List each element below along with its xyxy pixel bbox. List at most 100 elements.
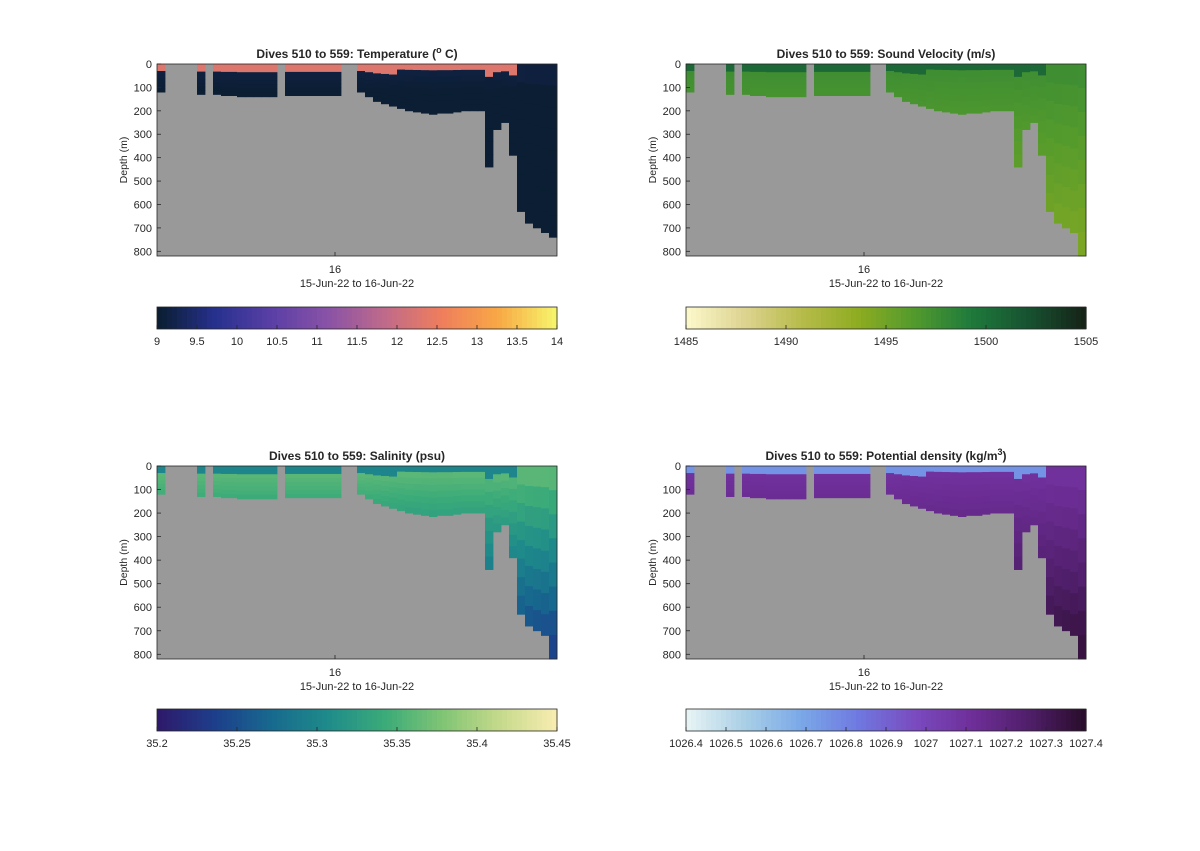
data-cell	[846, 79, 855, 85]
data-cell	[894, 68, 903, 73]
data-cell	[301, 71, 310, 77]
data-cell	[974, 509, 983, 516]
data-cell	[445, 466, 454, 473]
data-cell	[197, 64, 206, 69]
data-cell	[958, 497, 967, 505]
data-cell	[822, 485, 831, 491]
data-cell	[509, 488, 518, 501]
y-tick-label: 100	[663, 485, 681, 497]
colorbar-segment	[497, 709, 503, 731]
data-cell	[742, 488, 751, 494]
data-cell	[766, 486, 775, 492]
data-cell	[485, 128, 494, 142]
data-cell	[405, 75, 414, 82]
data-cell	[982, 466, 991, 473]
data-cell	[493, 515, 502, 525]
data-cell	[958, 70, 967, 77]
data-cell	[910, 64, 919, 70]
data-cell	[830, 64, 839, 69]
data-cell	[445, 76, 454, 83]
data-cell	[245, 84, 254, 89]
colorbar-segment	[417, 307, 423, 329]
data-cell	[293, 83, 302, 89]
data-cell	[437, 472, 446, 479]
data-cell	[477, 477, 486, 485]
data-cell	[253, 80, 262, 85]
data-cell	[926, 488, 935, 495]
data-cell	[261, 88, 270, 94]
data-cell	[381, 78, 390, 85]
colorbar-tick-label: 11	[311, 336, 322, 348]
data-cell	[517, 82, 526, 102]
data-cell	[1046, 540, 1055, 560]
data-cell	[493, 490, 502, 500]
data-cell	[325, 87, 334, 93]
data-cell	[846, 75, 855, 81]
colorbar-segment	[512, 307, 518, 329]
colorbar-segment	[272, 307, 278, 329]
data-cell	[814, 87, 823, 93]
data-cell	[373, 494, 382, 500]
data-cell	[1070, 169, 1079, 191]
data-cell	[982, 100, 991, 107]
data-cell	[742, 79, 751, 84]
data-cell	[934, 75, 943, 82]
data-cell	[229, 493, 238, 499]
data-cell	[686, 490, 695, 495]
data-cell	[998, 477, 1007, 485]
colorbar: 1485 1490 1495 1500 1505	[674, 306, 1098, 348]
data-cell	[1062, 84, 1071, 106]
data-cell	[469, 64, 478, 71]
data-cell	[381, 486, 390, 492]
colorbar-segment	[761, 307, 767, 329]
data-cell	[1046, 64, 1055, 83]
data-cell	[798, 486, 807, 492]
data-cell	[822, 87, 831, 93]
data-cell	[910, 98, 919, 105]
data-cell	[229, 477, 238, 483]
data-cell	[990, 489, 999, 496]
data-cell	[221, 469, 230, 475]
data-cell	[405, 93, 414, 100]
data-cell	[990, 81, 999, 88]
data-cell	[1078, 466, 1087, 491]
colorbar-segment	[312, 307, 318, 329]
data-cell	[245, 478, 254, 483]
data-cell	[485, 466, 494, 480]
title-superscript: o	[436, 45, 442, 55]
data-cell	[445, 107, 454, 114]
data-cell	[421, 466, 430, 473]
colorbar-segment	[876, 709, 882, 731]
data-cell	[373, 73, 382, 79]
data-cell	[525, 586, 534, 607]
data-cell	[726, 83, 735, 88]
data-cell	[549, 514, 558, 539]
data-cell	[950, 466, 959, 473]
y-tick-label: 0	[675, 59, 681, 71]
data-cell	[357, 487, 366, 492]
data-cell	[1014, 504, 1023, 519]
data-cell	[798, 84, 807, 89]
data-cell	[798, 466, 807, 471]
data-cell	[886, 490, 895, 495]
data-cell	[1022, 474, 1031, 483]
axes-box	[685, 465, 1087, 660]
data-cell	[237, 92, 246, 98]
data-cell	[966, 484, 975, 492]
data-cell	[541, 106, 550, 128]
data-cell	[221, 87, 230, 93]
colorbar-segment	[716, 307, 722, 329]
data-cell	[325, 75, 334, 81]
data-cell	[822, 469, 831, 475]
data-cell	[365, 494, 374, 500]
data-cell	[157, 469, 166, 474]
colorbar-segment	[252, 709, 258, 731]
data-cell	[421, 490, 430, 498]
y-tick-label: 400	[134, 555, 152, 567]
data-cell	[942, 70, 951, 77]
data-cell	[958, 82, 967, 90]
colorbar-segment	[432, 307, 438, 329]
data-cell	[445, 496, 454, 504]
data-cell	[742, 477, 751, 482]
data-cell	[389, 95, 398, 102]
